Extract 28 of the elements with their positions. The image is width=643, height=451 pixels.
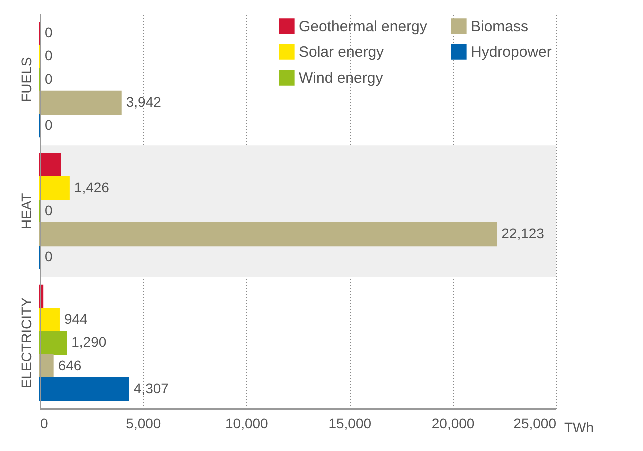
data-label: 646 (58, 357, 82, 374)
data-label: 3,942 (126, 94, 162, 110)
y-tick-label: HEAT (18, 192, 34, 230)
data-label: 0 (45, 48, 53, 64)
data-label: 0 (45, 70, 53, 87)
data-label: 22,123 (502, 226, 545, 242)
data-label: 0 (45, 24, 53, 41)
x-tick-label: 0 (40, 416, 48, 432)
x-tick-label: 25,000 (514, 416, 557, 432)
data-label: 4,307 (134, 380, 170, 396)
legend-label: Biomass (471, 18, 529, 36)
legend-label: Geothermal energy (299, 18, 428, 36)
x-tick-label: 15,000 (328, 416, 372, 432)
x-tick-label: 5,000 (126, 416, 162, 432)
data-label: 0 (45, 202, 53, 218)
data-label: 1,290 (72, 334, 107, 350)
legend-label: Hydropower (471, 44, 552, 61)
x-tick-label: 10,000 (225, 416, 269, 432)
data-label: 0 (45, 117, 53, 134)
legend-label: Wind energy (299, 70, 384, 87)
data-label: 944 (64, 311, 88, 328)
y-tick-label: ELECTRICITY (18, 297, 34, 389)
legend-label: Solar energy (299, 44, 385, 61)
x-tick-label: 20,000 (432, 416, 475, 432)
y-tick-label: FUELS (18, 57, 34, 102)
data-label: 1,426 (74, 179, 110, 196)
x-axis-title: TWh (564, 420, 594, 436)
data-label: 0 (45, 248, 53, 265)
